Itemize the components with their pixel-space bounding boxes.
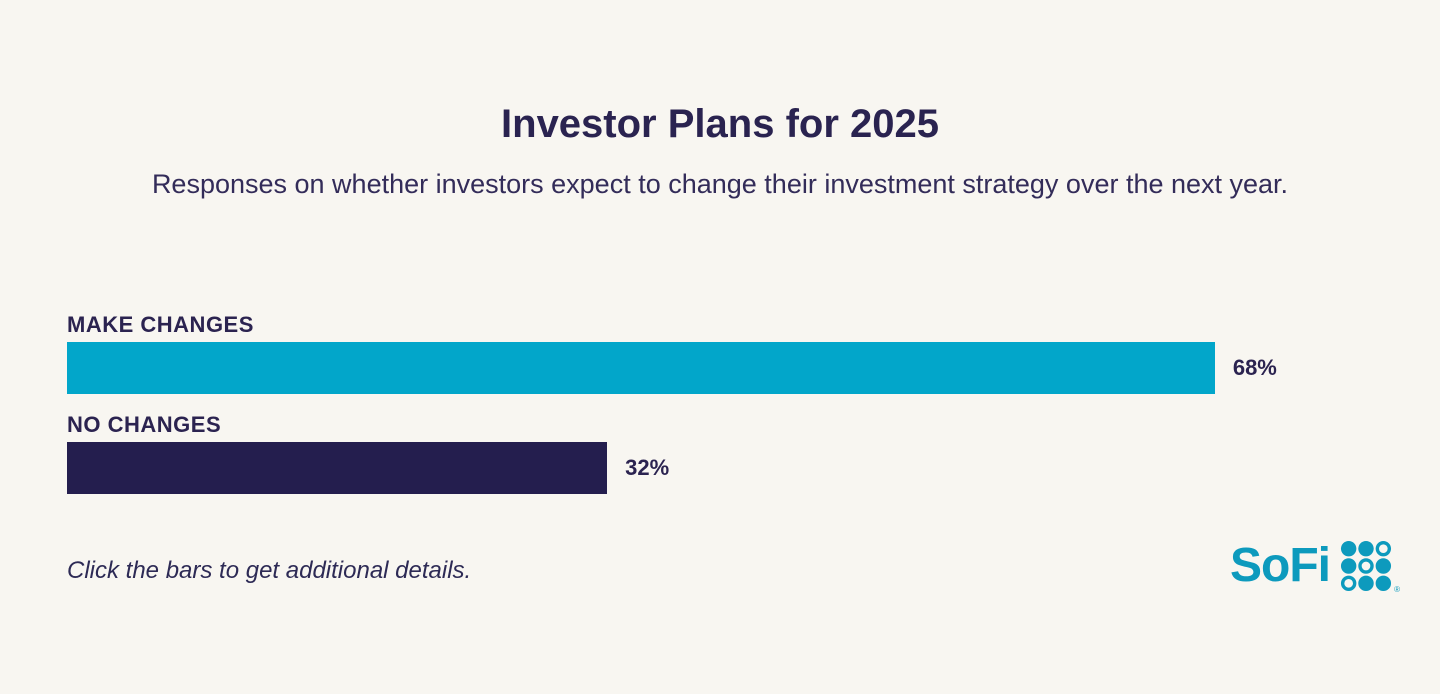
bar-row: 68% [67, 342, 1400, 394]
bar-make-changes[interactable] [67, 342, 1215, 394]
bar-category-label: MAKE CHANGES [67, 312, 254, 337]
bar-category-label: NO CHANGES [67, 412, 222, 437]
bar-chart: MAKE CHANGES 68% NO CHANGES 32% [67, 310, 1400, 494]
sofi-dot-grid-icon: ® [1340, 540, 1400, 594]
bar-group: NO CHANGES 32% [67, 410, 1400, 494]
bar-value-label: 68% [1232, 355, 1277, 380]
bar-value-label: 32% [625, 455, 670, 480]
bar-group: MAKE CHANGES 68% [67, 310, 1400, 394]
sofi-logo: SoFi ® [1230, 539, 1400, 595]
chart-subtitle: Responses on whether investors expect to… [151, 169, 1289, 199]
bar-row: 32% [67, 442, 1400, 494]
interaction-hint-text: Click the bars to get additional details… [67, 557, 472, 584]
sofi-wordmark: SoFi [1230, 539, 1331, 592]
chart-title: Investor Plans for 2025 [501, 102, 939, 146]
registered-trademark-symbol: ® [1394, 585, 1400, 594]
bar-no-changes[interactable] [67, 442, 608, 494]
